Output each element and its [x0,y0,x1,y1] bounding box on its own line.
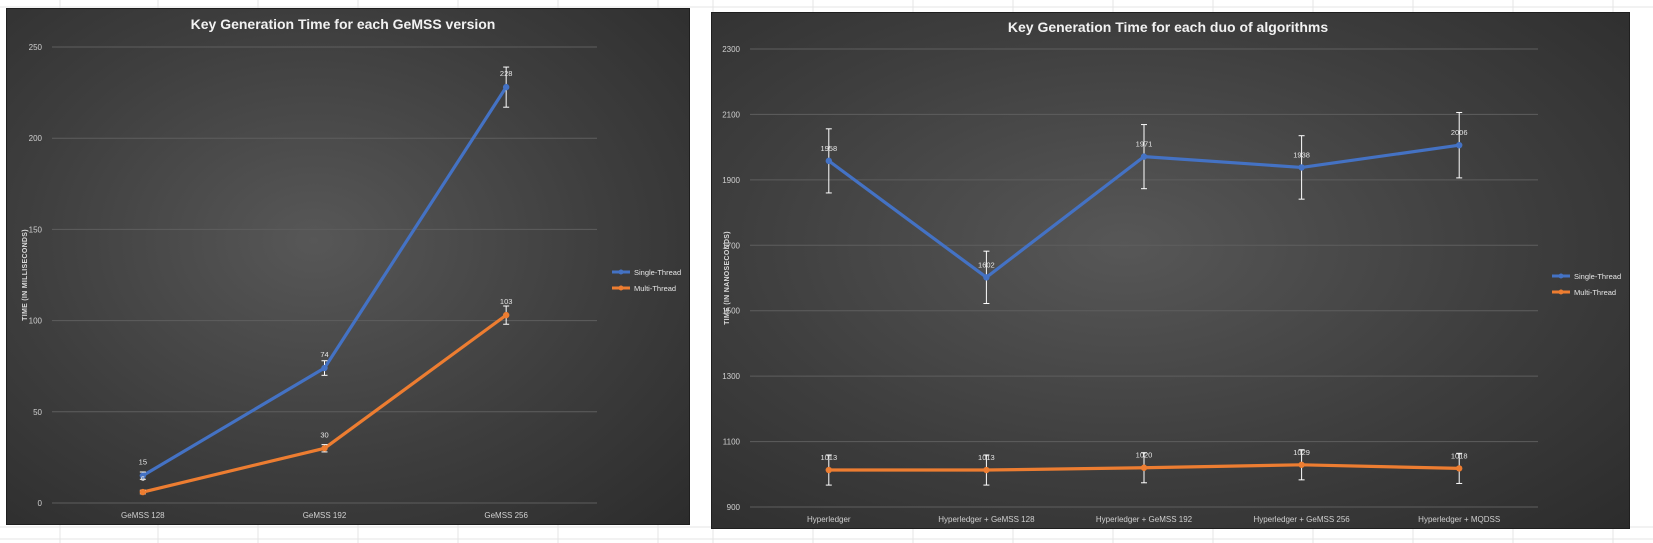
y-tick-label: 1100 [723,438,741,447]
chart-svg-gemss-versions: Key Generation Time for each GeMSS versi… [22,16,681,520]
y-tick-label: 1700 [722,241,740,250]
data-label: 1018 [1451,451,1468,460]
x-tick-label: Hyperledger + MQDSS [1418,515,1500,524]
data-point [825,466,832,474]
chart-title: Key Generation Time for each duo of algo… [1008,19,1328,35]
x-tick-label: Hyperledger [807,515,851,524]
y-tick-label: 900 [727,503,741,512]
data-label: 1971 [1136,140,1153,149]
legend-label: Multi-Thread [634,284,676,293]
data-point [139,472,147,479]
x-tick-label: Hyperledger + GeMSS 128 [938,515,1035,524]
y-tick-label: 1500 [722,307,740,316]
data-label: 1029 [1293,448,1310,457]
chart-title: Key Generation Time for each GeMSS versi… [191,16,496,32]
data-label: 1013 [820,453,837,462]
data-point [502,311,510,319]
y-axis-label: TIME (IN NANOSECONDS) [724,231,731,325]
data-label: 1938 [1293,150,1310,159]
data-point [1140,153,1148,160]
data-label: 1020 [1136,451,1153,460]
legend-label: Single-Thread [634,268,681,277]
x-tick-label: Hyperledger + GeMSS 192 [1096,515,1193,524]
y-tick-label: 50 [33,408,42,417]
data-label: 74 [320,350,328,359]
data-point [1140,464,1148,471]
data-label: 15 [139,458,147,467]
x-tick-label: Hyperledger + GeMSS 256 [1253,515,1350,524]
data-point [321,364,328,372]
data-label: 1602 [978,260,995,269]
y-tick-label: 0 [38,499,43,508]
y-tick-label: 2100 [722,110,740,119]
data-point [1456,465,1463,472]
data-point [983,274,990,281]
data-point [502,83,510,91]
data-point [1298,164,1305,171]
y-tick-label: 100 [29,317,43,326]
data-label: 2006 [1451,128,1468,137]
data-label: 228 [500,69,513,78]
data-label: 1958 [820,144,837,153]
y-tick-label: 1300 [722,372,740,381]
y-tick-label: 1900 [722,176,740,185]
legend-marker [618,269,624,275]
series-line-multi-thread [141,313,508,494]
legend-label: Single-Thread [1574,272,1621,281]
chart-gemss-versions[interactable]: Key Generation Time for each GeMSS versi… [7,9,689,524]
x-tick-label: GeMSS 192 [303,511,347,520]
legend-marker [618,285,624,291]
y-tick-label: 200 [29,134,43,143]
x-tick-label: GeMSS 128 [121,511,165,520]
y-tick-label: 150 [29,225,43,234]
data-label: 6 [141,474,145,483]
y-tick-label: 2300 [722,45,740,54]
data-label: 1013 [978,453,995,462]
legend-label: Multi-Thread [1574,288,1616,297]
data-point [825,157,832,165]
series-line-single-thread [141,85,508,478]
y-tick-label: 250 [29,43,43,52]
legend-marker [1558,273,1564,279]
data-label: 103 [500,297,513,306]
chart-algorithm-duos[interactable]: Key Generation Time for each duo of algo… [712,13,1629,528]
x-tick-label: GeMSS 256 [484,511,528,520]
data-point [139,488,147,496]
data-label: 30 [320,430,328,439]
data-point [321,445,328,452]
legend-marker [1558,289,1564,295]
y-axis-label: TIME (IN MILLISECONDS) [22,229,29,321]
data-point [983,466,990,474]
data-point [1456,141,1463,149]
data-point [1298,461,1305,468]
chart-svg-algorithm-duos: Key Generation Time for each duo of algo… [722,19,1621,524]
